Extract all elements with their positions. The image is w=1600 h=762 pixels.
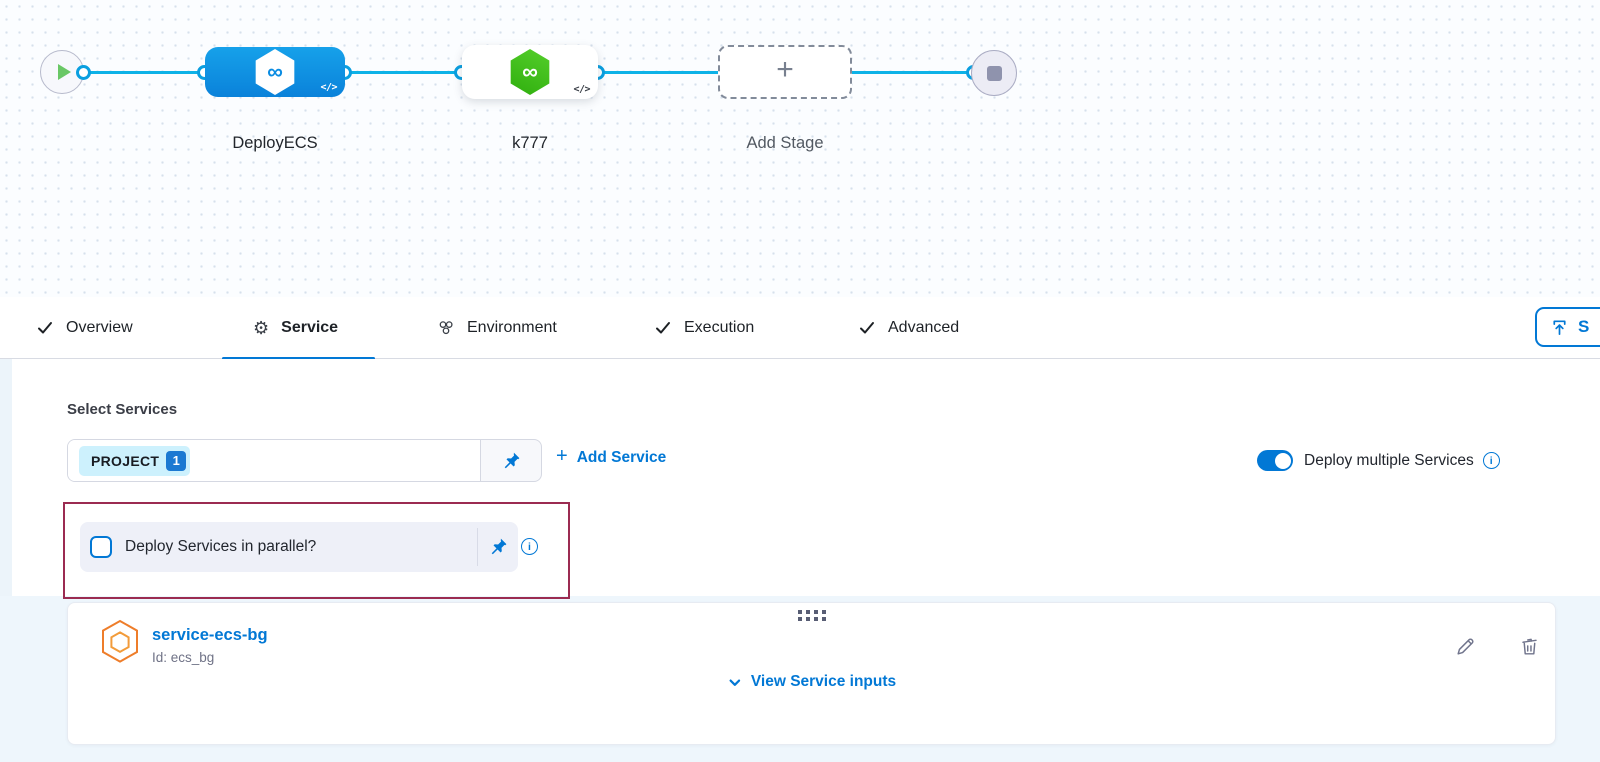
infinity-glyph: ∞ (267, 59, 283, 84)
service-tab-panel: Select Services PROJECT 1 + Add Service … (0, 359, 1600, 762)
stage-label-deployecs: DeployECS (232, 134, 318, 152)
service-hexagon-icon (101, 619, 139, 669)
tab-label: Service (281, 319, 339, 336)
pin-button[interactable] (478, 537, 518, 557)
tab-service[interactable]: ⚙ Service (221, 297, 376, 360)
service-id-text: Id: ecs_bg (152, 650, 215, 665)
connector-line (345, 71, 462, 74)
deploy-multiple-toggle[interactable] (1257, 450, 1293, 471)
select-services-input[interactable]: PROJECT 1 (67, 439, 542, 482)
connector-line (80, 71, 207, 74)
trash-icon (1522, 638, 1537, 655)
chevron-down-icon (729, 679, 740, 686)
project-chip[interactable]: PROJECT 1 (79, 445, 191, 476)
select-services-input-field[interactable]: PROJECT 1 (68, 440, 481, 481)
pipeline-canvas[interactable]: ∞ </> DeployECS ∞ </> k777 + Add Stage (0, 0, 1600, 298)
service-name-link[interactable]: service-ecs-bg (152, 626, 268, 644)
save-button[interactable]: S (1535, 307, 1600, 347)
pencil-icon (1457, 638, 1474, 655)
check-icon (860, 322, 874, 334)
stage-node-deployecs[interactable]: ∞ </> (205, 47, 345, 97)
add-stage-button[interactable]: + (718, 45, 852, 99)
check-icon (656, 322, 670, 334)
harness-logo-icon: ∞ (510, 49, 550, 95)
connector-line (852, 71, 974, 74)
stage-tabbar: Overview ⚙ Service Environment Execution… (0, 297, 1600, 360)
view-service-inputs-label: View Service inputs (750, 673, 897, 690)
tab-label: Execution (684, 319, 755, 336)
delete-service-button[interactable] (1518, 635, 1541, 663)
info-icon[interactable]: i (1482, 452, 1500, 469)
select-services-label: Select Services (67, 401, 178, 418)
environment-icon (439, 321, 453, 335)
pin-button[interactable] (481, 440, 541, 481)
plus-icon: + (556, 445, 568, 467)
tab-label: Advanced (888, 319, 960, 336)
project-chip-count-badge: 1 (166, 450, 187, 471)
edit-service-button[interactable] (1454, 635, 1477, 663)
harness-logo-icon: ∞ (255, 49, 295, 95)
pin-icon (504, 452, 520, 468)
connector-line (598, 71, 718, 74)
deploy-parallel-label: Deploy Services in parallel? (125, 538, 317, 555)
add-service-button[interactable]: + Add Service (556, 445, 667, 468)
tab-overview[interactable]: Overview (36, 297, 133, 359)
check-icon (38, 322, 52, 334)
tab-label: Environment (467, 319, 557, 336)
view-service-inputs-link[interactable]: View Service inputs (727, 673, 896, 691)
divider (477, 528, 478, 566)
stage-node-k777[interactable]: ∞ </> (462, 45, 598, 99)
info-icon[interactable]: i (521, 538, 538, 555)
plus-icon: + (776, 53, 794, 86)
stage-label-k777: k777 (512, 134, 548, 152)
deploy-parallel-checkbox[interactable] (90, 536, 112, 558)
code-icon[interactable]: </> (320, 82, 337, 93)
code-icon[interactable]: </> (573, 84, 590, 95)
deploy-multiple-row: Deploy multiple Services i (1257, 450, 1500, 471)
upload-icon (1553, 319, 1566, 335)
pin-icon (491, 538, 507, 555)
pipeline-end-node (971, 50, 1017, 96)
tab-environment[interactable]: Environment (437, 297, 557, 359)
tab-advanced[interactable]: Advanced (858, 297, 959, 359)
deploy-multiple-label: Deploy multiple Services (1304, 451, 1474, 469)
play-icon (57, 64, 71, 80)
tab-label: Overview (66, 319, 133, 336)
connector-port[interactable] (76, 65, 91, 80)
service-card: service-ecs-bg Id: ecs_bg View Service i… (67, 602, 1556, 745)
save-button-label: S (1578, 317, 1590, 336)
gear-icon: ⚙ (253, 318, 270, 338)
infinity-glyph: ∞ (522, 59, 538, 84)
tab-execution[interactable]: Execution (654, 297, 754, 359)
project-chip-label: PROJECT (91, 452, 160, 469)
deploy-parallel-row: Deploy Services in parallel? (80, 522, 518, 572)
add-service-label: Add Service (576, 448, 667, 466)
drag-handle[interactable] (797, 610, 826, 621)
add-stage-label: Add Stage (746, 134, 824, 152)
stop-icon (986, 65, 1002, 81)
toggle-knob (1274, 452, 1291, 469)
